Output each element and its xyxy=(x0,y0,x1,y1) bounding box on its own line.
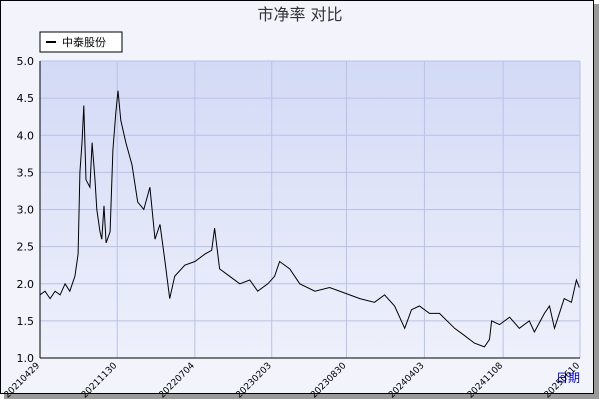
x-axis-label: 日期 xyxy=(556,371,580,385)
y-tick-label: 1.0 xyxy=(17,352,35,365)
y-tick-label: 3.5 xyxy=(17,166,35,179)
legend-box xyxy=(39,31,123,53)
shadow xyxy=(4,394,599,399)
line-series xyxy=(39,90,580,348)
y-tick-label: 1.5 xyxy=(17,315,35,328)
y-tick-label: 4.0 xyxy=(17,129,35,142)
chart-title: 市净率 对比 xyxy=(257,5,342,24)
y-tick-label: 2.5 xyxy=(17,241,35,254)
y-tick-label: 5.0 xyxy=(17,55,35,68)
y-tick-label: 2.0 xyxy=(17,278,35,291)
y-tick-label: 3.0 xyxy=(17,204,35,217)
y-tick-label: 4.5 xyxy=(17,92,35,105)
shadow xyxy=(594,4,599,399)
legend-label: 中泰股份 xyxy=(62,35,106,49)
